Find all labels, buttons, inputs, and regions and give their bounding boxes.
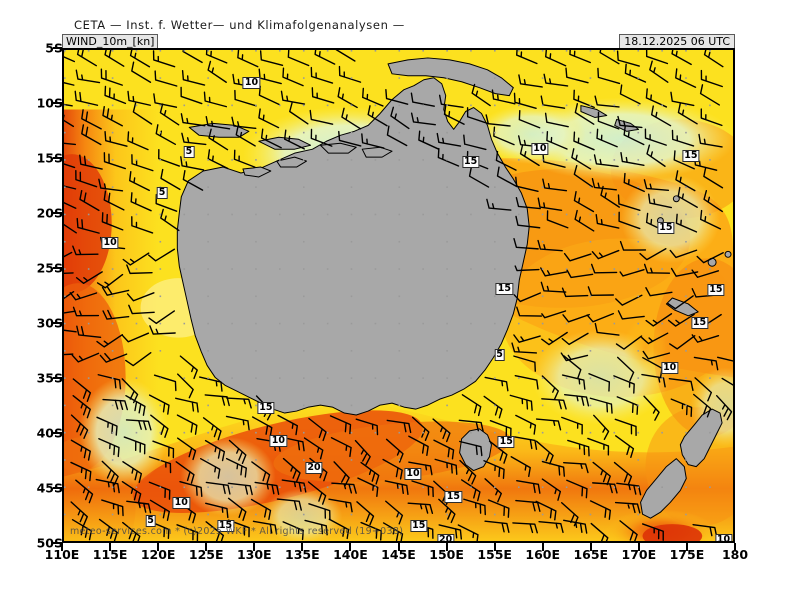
lon-tick-label: 130E	[236, 547, 272, 562]
lon-tick-mark	[734, 543, 736, 551]
lon-tick-mark	[253, 543, 256, 551]
lon-tick-label: 155E	[477, 547, 512, 562]
lon-tick-label: 120E	[140, 547, 176, 562]
lat-tick-mark	[53, 102, 62, 104]
lon-tick-label: 165E	[573, 547, 609, 562]
lon-tick-mark	[493, 543, 496, 551]
contour-value-label: 15	[444, 490, 462, 503]
page-title: CETA — Inst. f. Wetter— und Klimafolgena…	[74, 18, 405, 32]
lon-tick-label: 115E	[92, 547, 128, 562]
lat-tick-mark	[53, 542, 62, 544]
lon-tick-mark	[61, 543, 63, 551]
contour-value-label: 5	[156, 187, 168, 199]
lon-tick-label: 170E	[621, 547, 657, 562]
contour-value-label: 15	[497, 435, 515, 448]
wind-field-canvas: 10 5 5 10 15 10 15 15 15 15 15 5 10 15 10 15 20 10 15 10 5 15…	[64, 50, 733, 541]
lon-tick-mark	[301, 543, 304, 551]
contour-value-label: 10	[531, 143, 549, 155]
lat-tick-mark	[53, 432, 62, 434]
parameter-label-box: WIND_10m_[kn]	[62, 34, 159, 49]
contour-value-label: 10	[172, 497, 190, 510]
contour-value-label: 5	[145, 514, 156, 527]
contour-value-label: 5	[494, 348, 505, 361]
lon-tick-label: 175E	[669, 547, 705, 562]
contour-value-label: 15	[216, 520, 235, 533]
contour-value-label: 10	[269, 434, 288, 447]
lat-tick-mark	[53, 487, 62, 489]
wind-map-plot[interactable]: 10 5 5 10 15 10 15 15 15 15 15 5 10 15 10 15 20 10 15 10 5 15…	[62, 48, 735, 543]
contour-value-label: 20	[305, 462, 323, 474]
contour-value-label: 20	[437, 533, 455, 541]
lon-tick-label: 150E	[429, 547, 464, 562]
lon-tick-label: 145E	[381, 547, 416, 562]
land-mask-coastline	[176, 57, 732, 519]
lat-tick-label: 40S	[36, 425, 63, 441]
lat-tick-label: 45S	[36, 480, 63, 496]
contour-value-label: 15	[462, 156, 480, 169]
lat-tick-label: 30S	[36, 315, 63, 331]
lon-tick-mark	[541, 543, 544, 551]
lat-tick-label: 25S	[36, 260, 63, 276]
lon-tick-label: 180	[721, 547, 749, 562]
valid-time-box: 18.12.2025 06 UTC	[619, 34, 735, 49]
lon-tick-label: 125E	[188, 547, 224, 562]
lat-tick-label: 15S	[36, 150, 63, 166]
contour-value-label: 15	[690, 316, 709, 329]
lon-tick-mark	[205, 543, 208, 551]
lon-tick-mark	[109, 543, 112, 551]
contour-value-label: 15	[410, 520, 428, 533]
contour-value-label: 15	[657, 222, 675, 235]
lat-tick-mark	[53, 322, 62, 324]
lat-tick-label: 10S	[36, 95, 63, 111]
lon-tick-label: 110E	[44, 547, 80, 562]
lat-tick-mark	[53, 47, 62, 49]
lat-tick-mark	[53, 377, 62, 379]
lon-tick-label: 140E	[333, 547, 368, 562]
contour-value-label: 5	[183, 146, 195, 159]
contour-value-label: 10	[242, 77, 261, 89]
contour-value-label: 10	[404, 467, 422, 480]
lon-tick-mark	[589, 543, 592, 551]
lon-tick-label: 160E	[525, 547, 561, 562]
contour-value-label: 15	[495, 282, 513, 295]
header-bar: WIND_10m_[kn] 18.12.2025 06 UTC	[62, 34, 735, 49]
lat-tick-mark	[53, 212, 62, 214]
lon-tick-mark	[445, 543, 448, 551]
lon-tick-mark	[157, 543, 160, 551]
contour-value-label: 10	[714, 533, 733, 541]
lat-tick-label: 20S	[36, 205, 63, 221]
contour-value-label: 10	[661, 361, 679, 374]
lat-tick-label: 35S	[36, 370, 63, 386]
lon-tick-label: 135E	[285, 547, 320, 562]
lon-tick-mark	[349, 543, 352, 551]
copyright-watermark: meteo-services.com * (c)2025 WKF * All r…	[70, 526, 404, 537]
lon-tick-mark	[397, 543, 400, 551]
lat-tick-label: 50S	[36, 535, 63, 551]
lat-tick-mark	[53, 267, 62, 269]
contour-value-label: 15	[707, 283, 725, 296]
latlon-grid	[64, 50, 711, 516]
contour-value-label: 10	[101, 236, 119, 249]
lon-tick-mark	[637, 543, 640, 551]
lon-tick-mark	[685, 543, 688, 551]
contour-value-label: 15	[257, 401, 275, 414]
contour-value-label: 15	[682, 149, 700, 162]
lat-tick-mark	[53, 157, 62, 159]
